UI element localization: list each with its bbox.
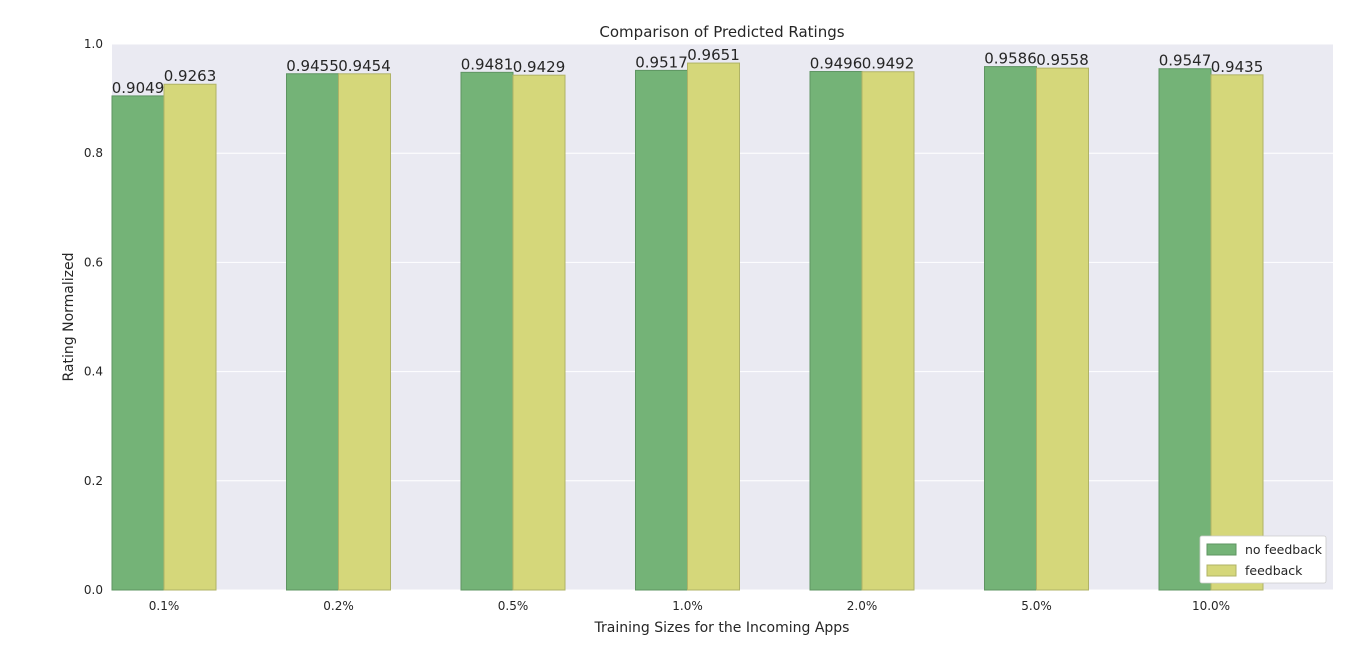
bar-value-label: 0.9263 [164, 67, 217, 85]
x-axis-ticks: 0.1% 0.2% 0.5% 1.0% 2.0% 5.0% 10.0% [149, 599, 1230, 613]
y-tick-label: 0.4 [84, 365, 103, 379]
bar-value-label: 0.9547 [1159, 52, 1212, 70]
bar-feedback-3 [513, 75, 565, 590]
bar-feedback-6 [1037, 68, 1089, 590]
bar-value-label: 0.9049 [112, 79, 165, 97]
bar-no-feedback-4 [636, 70, 688, 590]
chart-title: Comparison of Predicted Ratings [599, 23, 844, 41]
bar-no-feedback-6 [985, 67, 1037, 590]
bar-value-label: 0.9517 [635, 53, 688, 71]
bar-value-label: 0.9586 [984, 50, 1037, 68]
x-tick-label: 10.0% [1192, 599, 1230, 613]
x-axis-label: Training Sizes for the Incoming Apps [594, 620, 850, 636]
bar-value-label: 0.9651 [687, 46, 740, 64]
bar-feedback-5 [862, 72, 914, 590]
legend-label: no feedback [1245, 542, 1323, 557]
legend: no feedback feedback [1200, 536, 1326, 583]
y-tick-label: 1.0 [84, 37, 103, 51]
bar-value-label: 0.9454 [338, 57, 391, 75]
y-tick-label: 0.6 [84, 255, 103, 269]
bar-feedback-1 [164, 84, 216, 590]
y-tick-label: 0.0 [84, 583, 103, 597]
bar-value-label: 0.9455 [286, 57, 339, 75]
y-tick-label: 0.2 [84, 474, 103, 488]
bar-feedback-2 [339, 74, 391, 590]
bar-feedback-7 [1211, 75, 1263, 590]
x-tick-label: 5.0% [1021, 599, 1052, 613]
y-axis-label: Rating Normalized [61, 253, 77, 382]
legend-swatch [1207, 565, 1236, 576]
x-tick-label: 0.2% [323, 599, 354, 613]
bar-no-feedback-7 [1159, 69, 1211, 590]
bar-no-feedback-5 [810, 72, 862, 590]
legend-label: feedback [1245, 563, 1303, 578]
bar-value-label: 0.9481 [461, 55, 514, 73]
bar-value-label: 0.9496 [810, 55, 863, 73]
bar-value-label: 0.9558 [1036, 51, 1089, 69]
bar-no-feedback-1 [112, 96, 164, 590]
bar-value-label: 0.9429 [513, 58, 566, 76]
bar-value-label: 0.9435 [1211, 58, 1264, 76]
y-tick-label: 0.8 [84, 146, 103, 160]
bar-value-label: 0.9492 [862, 55, 915, 73]
legend-swatch [1207, 544, 1236, 555]
bar-no-feedback-3 [461, 72, 513, 590]
x-tick-label: 2.0% [847, 599, 878, 613]
x-tick-label: 0.1% [149, 599, 180, 613]
bar-no-feedback-2 [287, 74, 339, 590]
y-axis-ticks: 0.0 0.2 0.4 0.6 0.8 1.0 [84, 37, 103, 597]
x-tick-label: 1.0% [672, 599, 703, 613]
x-tick-label: 0.5% [498, 599, 529, 613]
bar-feedback-4 [688, 63, 740, 590]
